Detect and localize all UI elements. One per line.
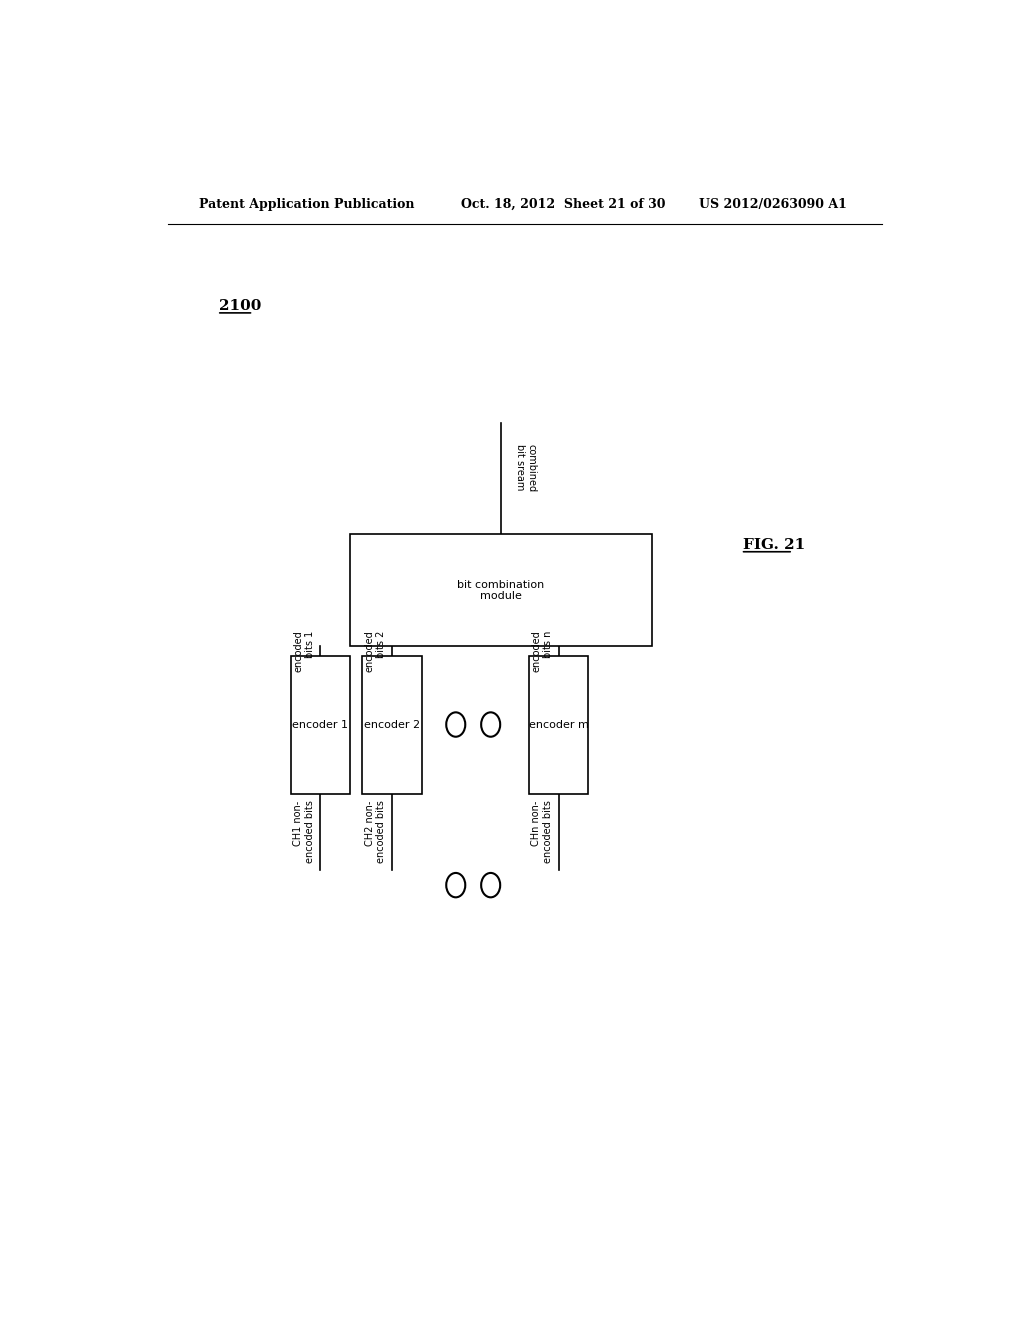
Text: Oct. 18, 2012  Sheet 21 of 30: Oct. 18, 2012 Sheet 21 of 30 [461, 198, 666, 211]
Text: encoder 1: encoder 1 [293, 719, 348, 730]
Text: Patent Application Publication: Patent Application Publication [200, 198, 415, 211]
Text: CHn non-
encoded bits: CHn non- encoded bits [531, 800, 553, 863]
Text: bit combination
module: bit combination module [458, 579, 545, 601]
Bar [362, 656, 422, 793]
Bar [291, 656, 350, 793]
Text: combined
bit sream: combined bit sream [515, 445, 537, 492]
Text: encoded
bits 1: encoded bits 1 [293, 631, 315, 672]
Bar [350, 535, 652, 647]
Bar [528, 656, 588, 793]
Text: US 2012/0263090 A1: US 2012/0263090 A1 [699, 198, 847, 211]
Text: encoder 2: encoder 2 [364, 719, 420, 730]
Text: 2100: 2100 [219, 298, 262, 313]
Text: CH2 non-
encoded bits: CH2 non- encoded bits [365, 800, 386, 863]
Text: encoder m: encoder m [528, 719, 589, 730]
Text: CH1 non-
encoded bits: CH1 non- encoded bits [293, 800, 315, 863]
Text: encoded
bits n: encoded bits n [531, 631, 553, 672]
Text: encoded
bits 2: encoded bits 2 [365, 631, 386, 672]
Text: FIG. 21: FIG. 21 [743, 537, 805, 552]
